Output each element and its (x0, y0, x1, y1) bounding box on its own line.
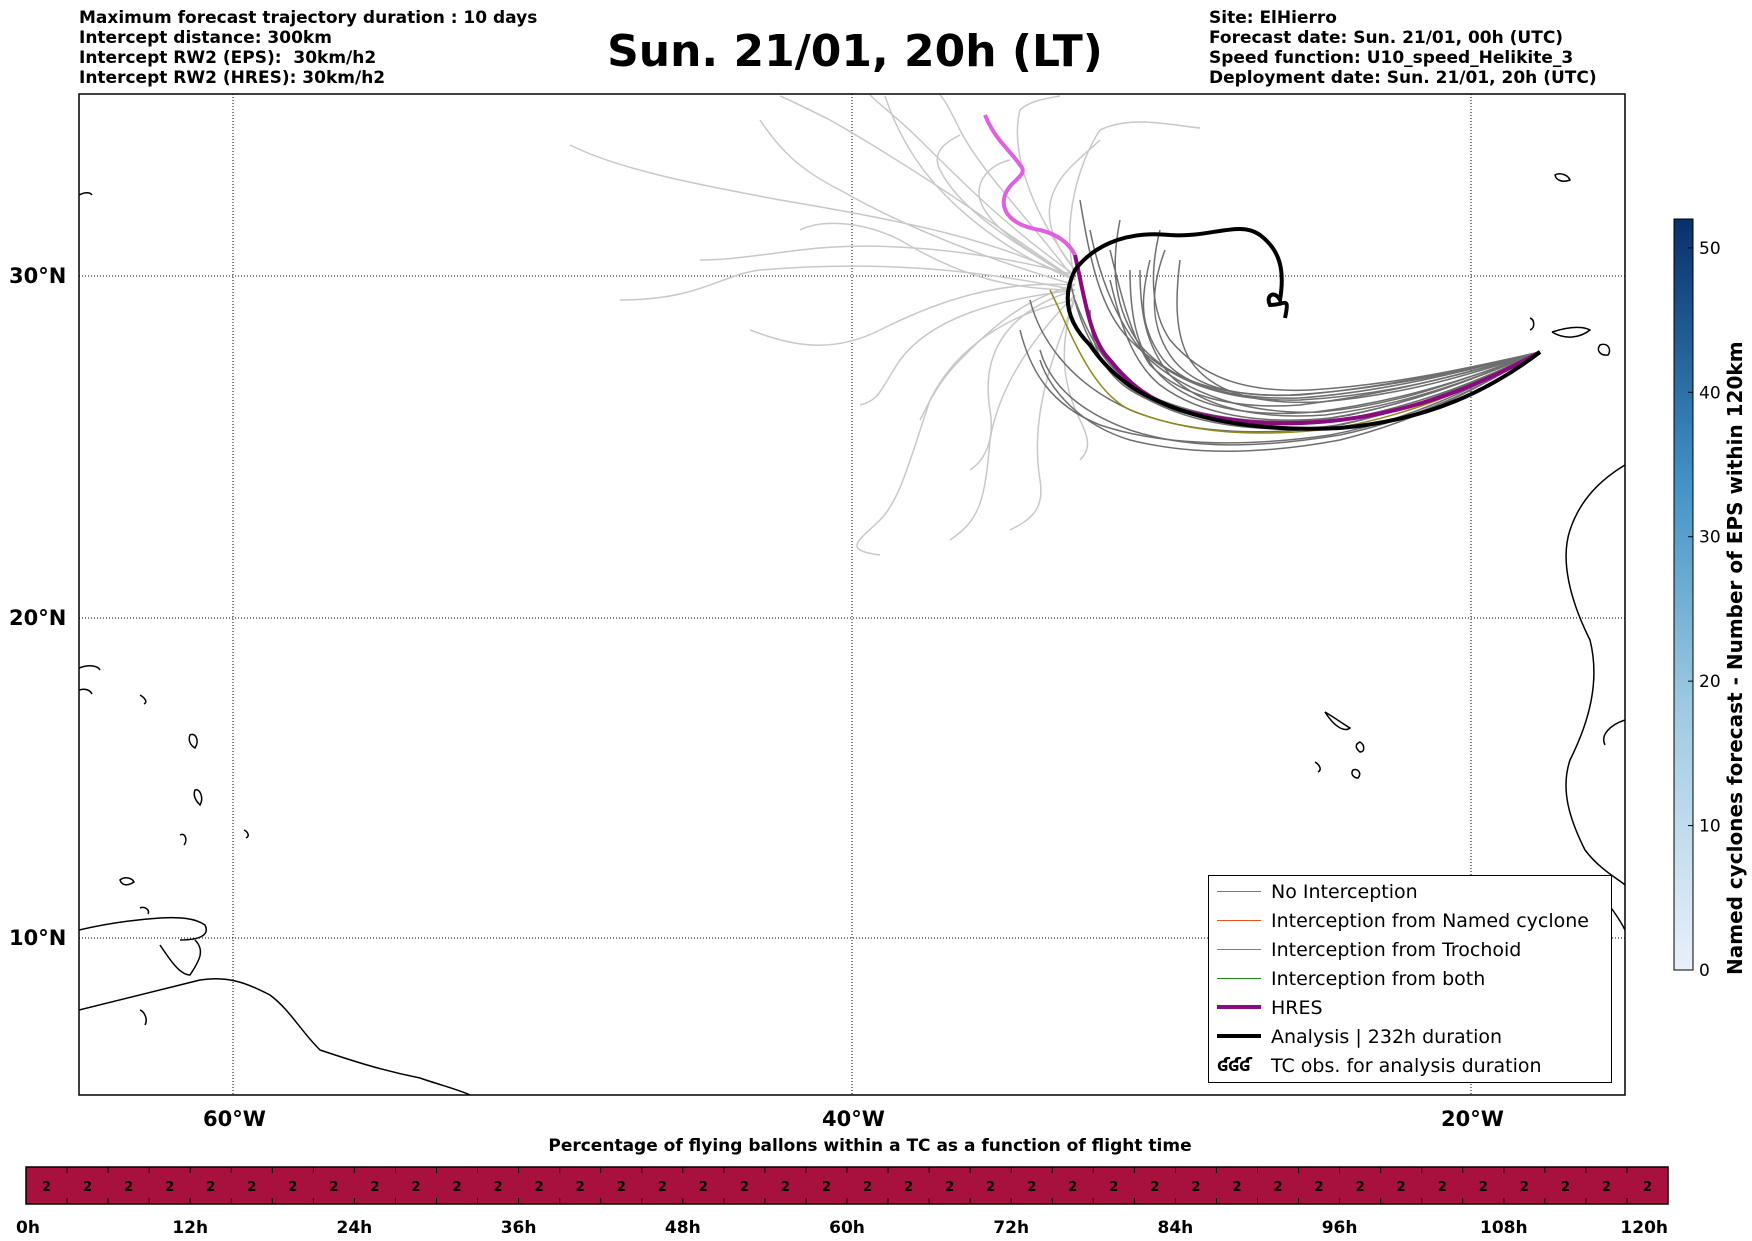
legend-label: Interception from both (1271, 968, 1486, 990)
param-rw2-eps: Intercept RW2 (EPS): 30km/h2 (79, 48, 377, 68)
map-frame (78, 93, 1626, 1096)
eps-trajectories-no-interception (1019, 199, 1541, 452)
run-parameters: Maximum forecast trajectory duration : 1… (79, 8, 537, 88)
map-legend: No Interception Interception from Named … (1208, 875, 1612, 1083)
legend-label: Analysis | 232h duration (1271, 1026, 1503, 1048)
eps-trajectories-light (569, 94, 1201, 556)
legend-swatch (1217, 891, 1261, 892)
legend-item: ʛʛʛ TC obs. for analysis duration (1209, 1052, 1611, 1081)
lon-label: 60°W (203, 1107, 266, 1131)
speed-function: Speed function: U10_speed_Helikite_3 (1209, 48, 1574, 68)
legend-swatch (1217, 920, 1261, 921)
legend-item: Analysis | 232h duration (1209, 1023, 1611, 1052)
legend-label: No Interception (1271, 881, 1418, 903)
lon-label: 40°W (822, 1107, 885, 1131)
legend-label: TC obs. for analysis duration (1271, 1055, 1542, 1077)
colorbar-label: Named cyclones forecast - Number of EPS … (1723, 341, 1747, 975)
lat-label: 10°N (9, 926, 66, 950)
strip-title: Percentage of flying ballons within a TC… (548, 1136, 1192, 1156)
legend-item: No Interception (1209, 878, 1611, 907)
trajectory-analysis (1065, 226, 1542, 431)
legend-swatch (1217, 949, 1261, 950)
tc-symbol-icon: ʛʛʛ (1217, 1054, 1252, 1076)
legend-item: Interception from Named cyclone (1209, 907, 1611, 936)
legend-label: Interception from Named cyclone (1271, 910, 1589, 932)
legend-item: HRES (1209, 994, 1611, 1023)
lat-label: 30°N (9, 264, 66, 288)
legend-label: Interception from Trochoid (1271, 939, 1522, 961)
legend-label: HRES (1271, 997, 1323, 1019)
coastlines (79, 173, 1625, 1095)
lon-label: 20°W (1441, 1107, 1504, 1131)
page-title: Sun. 21/01, 20h (LT) (607, 26, 1103, 77)
forecast-date: Forecast date: Sun. 21/01, 00h (UTC) (1209, 28, 1564, 48)
legend-item: Interception from Trochoid (1209, 936, 1611, 965)
legend-swatch (1217, 1034, 1261, 1038)
legend-swatch (1217, 978, 1261, 979)
param-rw2-hres: Intercept RW2 (HRES): 30km/h2 (79, 68, 386, 88)
site-name: Site: ElHierro (1209, 8, 1337, 28)
legend-swatch (1217, 1005, 1261, 1009)
deployment-date: Deployment date: Sun. 21/01, 20h (UTC) (1209, 68, 1597, 88)
trajectory-early-segment (983, 114, 1077, 256)
site-info: Site: ElHierro Forecast date: Sun. 21/01… (1209, 8, 1597, 88)
legend-item: Interception from both (1209, 965, 1611, 994)
param-duration: Maximum forecast trajectory duration : 1… (79, 8, 538, 28)
lat-label: 20°N (9, 606, 66, 630)
param-intercept-distance: Intercept distance: 300km (79, 28, 332, 48)
